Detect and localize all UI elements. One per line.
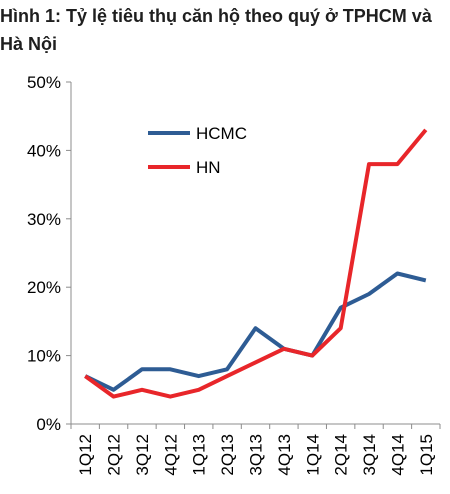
- legend: HCMC HN: [148, 124, 247, 177]
- y-tick-label: 10%: [27, 347, 61, 366]
- legend-label-hn: HN: [196, 158, 221, 177]
- series-line-hn: [84, 128, 428, 399]
- y-tick-label: 40%: [27, 141, 61, 160]
- x-tick-label: 1Q15: [417, 434, 436, 476]
- x-tick-label: 1Q14: [303, 434, 322, 476]
- series-line-hcmc: [84, 271, 427, 392]
- y-tick-label: 20%: [27, 278, 61, 297]
- x-tick-label: 4Q13: [275, 434, 294, 476]
- x-tick-label: 3Q13: [247, 434, 266, 476]
- x-tick-label: 3Q12: [133, 434, 152, 476]
- y-tick-label: 30%: [27, 210, 61, 229]
- x-tick-label: 4Q12: [161, 434, 180, 476]
- x-tick-label: 2Q14: [332, 434, 351, 476]
- y-tick-label: 50%: [27, 73, 61, 92]
- x-tick-label: 3Q14: [360, 434, 379, 476]
- chart-title: Hình 1: Tỷ lệ tiêu thụ căn hộ theo quý ở…: [0, 6, 432, 54]
- x-tick-label: 2Q13: [218, 434, 237, 476]
- x-tick-labels: 1Q12 2Q12 3Q12 4Q12 1Q13 2Q13 3Q13 4Q13 1Q14 2Q14…: [76, 434, 436, 476]
- series-lines: [84, 128, 428, 399]
- x-tick-label: 2Q12: [105, 434, 124, 476]
- y-tick-labels: 0% 10% 20% 30% 40% 50%: [27, 73, 61, 434]
- axes: [66, 81, 441, 429]
- x-tick-label: 1Q12: [76, 434, 95, 476]
- y-tick-label: 0%: [36, 415, 61, 434]
- x-tick-label: 4Q14: [388, 434, 407, 476]
- legend-label-hcmc: HCMC: [196, 124, 247, 143]
- x-tick-label: 1Q13: [190, 434, 209, 476]
